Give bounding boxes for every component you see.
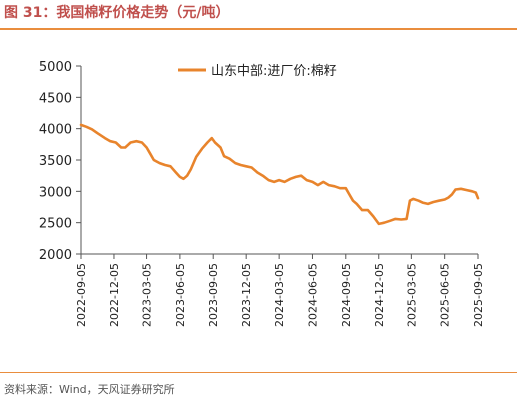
x-tick-label: 2023-06-05 <box>174 263 187 327</box>
x-tick-label: 2024-09-05 <box>340 263 353 327</box>
x-tick-label: 2023-09-05 <box>207 263 220 327</box>
y-tick-label: 2000 <box>39 248 72 263</box>
title-divider <box>0 28 517 30</box>
x-tick-label: 2024-03-05 <box>273 263 286 327</box>
x-axis: 2022-09-05 2022-12-05 2023-03-05 2023-06-05… <box>75 253 485 327</box>
y-tick-label: 4000 <box>39 123 72 138</box>
y-tick-label: 5000 <box>39 60 72 75</box>
x-tick-label: 2023-03-05 <box>141 263 154 327</box>
y-tick-label: 3000 <box>39 185 72 200</box>
x-tick-label: 2024-06-05 <box>306 263 319 327</box>
x-tick-label: 2022-12-05 <box>108 263 121 327</box>
y-tick-label: 3500 <box>39 154 72 169</box>
footer-divider <box>0 372 517 373</box>
chart-legend: 山东中部:进厂价:棉籽 <box>178 64 337 79</box>
y-axis: 2000 2500 3000 3500 4000 4500 5000 <box>39 60 82 263</box>
x-tick-label: 2025-06-05 <box>439 263 452 327</box>
x-tick-label: 2024-12-05 <box>373 263 386 327</box>
figure-title: 图 31：我国棉籽价格走势（元/吨） <box>4 5 230 21</box>
x-tick-label: 2022-09-05 <box>75 263 88 327</box>
x-tick-label: 2025-03-05 <box>405 263 418 327</box>
legend-label: 山东中部:进厂价:棉籽 <box>211 64 337 79</box>
x-tick-label: 2025-09-05 <box>472 263 485 327</box>
source-note: 资料来源：Wind，天风证券研究所 <box>4 383 175 396</box>
y-tick-label: 4500 <box>39 91 72 106</box>
series-line <box>79 123 480 226</box>
line-chart: 山东中部:进厂价:棉籽 2000 2500 3000 3500 4000 4500 5000… <box>39 60 485 327</box>
x-tick-label: 2023-12-05 <box>240 263 253 327</box>
y-tick-label: 2500 <box>39 217 72 232</box>
